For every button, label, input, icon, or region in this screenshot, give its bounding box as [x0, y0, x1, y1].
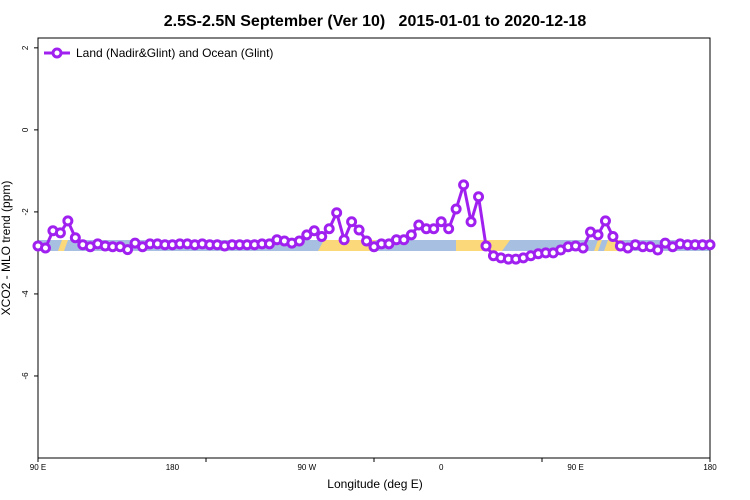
y-tick-label: -6 — [21, 372, 30, 380]
data-point — [54, 227, 66, 239]
data-point — [428, 223, 440, 235]
y-tick-label: -4 — [21, 290, 30, 298]
data-point — [443, 223, 455, 235]
data-point — [465, 216, 477, 228]
data-point — [652, 244, 664, 256]
land-band — [594, 240, 602, 251]
data-point — [338, 234, 350, 246]
x-axis-label: Longitude (deg E) — [327, 477, 422, 491]
chart-title: 2.5S-2.5N September (Ver 10) 2015-01-01 … — [164, 13, 587, 30]
x-tick-label: 90 E — [567, 463, 583, 472]
data-point — [122, 244, 134, 256]
data-point — [704, 239, 716, 251]
data-point — [592, 229, 604, 241]
data-point — [599, 215, 611, 227]
legend-marker — [51, 47, 63, 59]
x-tick-label: 90 W — [297, 463, 316, 472]
data-point — [480, 240, 492, 252]
data-point — [405, 229, 417, 241]
data-point — [69, 232, 81, 244]
data-point — [473, 191, 485, 203]
data-point — [346, 216, 358, 228]
x-tick-label: 180 — [166, 463, 180, 472]
data-point — [316, 231, 328, 243]
y-axis-label: XCO2 - MLO trend (ppm) — [0, 181, 13, 316]
data-point — [607, 231, 619, 243]
x-tick-label: 90 E — [30, 463, 46, 472]
y-tick-label: -2 — [21, 208, 30, 216]
data-point — [39, 242, 51, 254]
data-point — [435, 216, 447, 228]
x-tick-label: 180 — [703, 463, 717, 472]
data-point — [62, 215, 74, 227]
land-band — [58, 240, 68, 251]
y-tick-label: 0 — [21, 127, 30, 132]
data-point — [361, 235, 373, 247]
legend-label: Land (Nadir&Glint) and Ocean (Glint) — [76, 46, 273, 60]
data-point — [331, 207, 343, 219]
data-point — [308, 225, 320, 237]
y-tick-label: 2 — [21, 45, 30, 50]
data-point — [450, 203, 462, 215]
data-point — [458, 179, 470, 191]
data-point — [323, 223, 335, 235]
data-point — [293, 235, 305, 247]
data-point — [398, 234, 410, 246]
x-tick-label: 0 — [439, 463, 444, 472]
data-point — [353, 224, 365, 236]
data-point — [577, 242, 589, 254]
